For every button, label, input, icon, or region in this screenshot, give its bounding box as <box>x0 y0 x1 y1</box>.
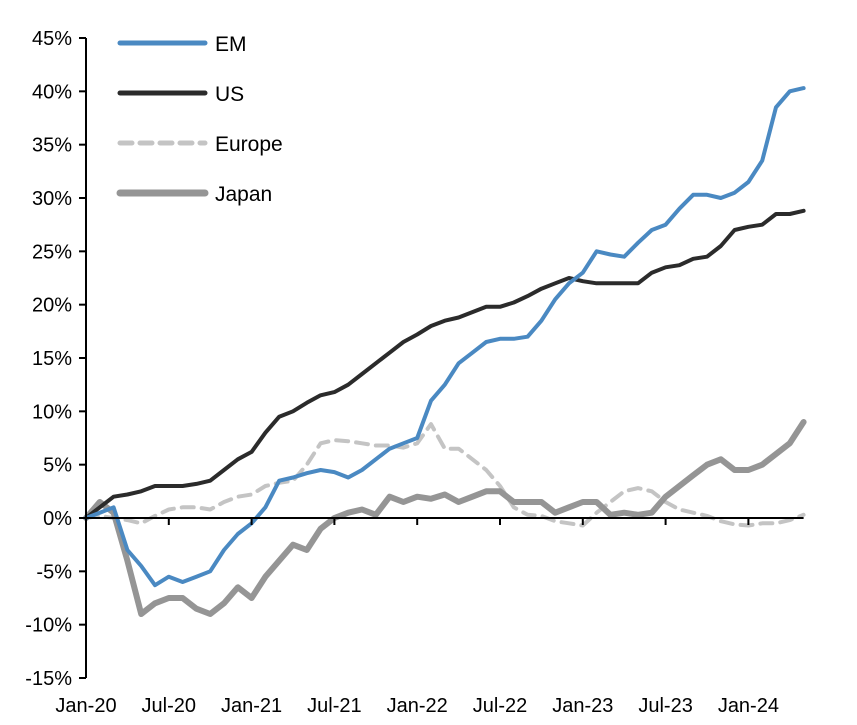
x-tick-label: Jan-20 <box>55 695 116 717</box>
x-tick-label: Jul-22 <box>473 695 527 717</box>
series-lines <box>83 86 807 617</box>
legend-label-em: EM <box>215 33 247 56</box>
y-tick-label: 30% <box>32 188 72 210</box>
axes: -15% -10% -5% 0% 5% 10% 15% 20% 25% 30% 35% 40% 45% J… <box>25 28 804 717</box>
x-tick-label: Jan-21 <box>221 695 282 717</box>
y-tick-label: 25% <box>32 241 72 263</box>
legend-label-japan: Japan <box>215 183 272 206</box>
y-tick-label: 0% <box>43 508 72 530</box>
series-line-japan <box>83 419 807 617</box>
y-tick-label: 45% <box>32 28 72 50</box>
legend-label-us: US <box>215 83 244 106</box>
legend: EM US Europe Japan <box>116 33 283 206</box>
x-tick-label: Jul-23 <box>638 695 692 717</box>
y-tick-label: -10% <box>25 615 72 637</box>
legend-label-europe: Europe <box>215 133 283 156</box>
y-tick-label: 20% <box>32 295 72 317</box>
series-line-us <box>84 208 806 520</box>
y-tick-label: 40% <box>32 81 72 103</box>
y-tick-label: 10% <box>32 401 72 423</box>
series-line-em <box>84 86 806 588</box>
x-tick-label: Jan-24 <box>718 695 779 717</box>
x-tick-label: Jul-20 <box>142 695 196 717</box>
y-tick-label: -5% <box>36 561 72 583</box>
x-tick-label: Jan-22 <box>387 695 448 717</box>
y-tick-label: 5% <box>43 455 72 477</box>
y-tick-label: -15% <box>25 668 72 690</box>
y-tick-label: 15% <box>32 348 72 370</box>
series-line-europe <box>84 422 806 528</box>
y-tick-label: 35% <box>32 135 72 157</box>
x-tick-label: Jul-21 <box>307 695 361 717</box>
x-tick-label: Jan-23 <box>552 695 613 717</box>
